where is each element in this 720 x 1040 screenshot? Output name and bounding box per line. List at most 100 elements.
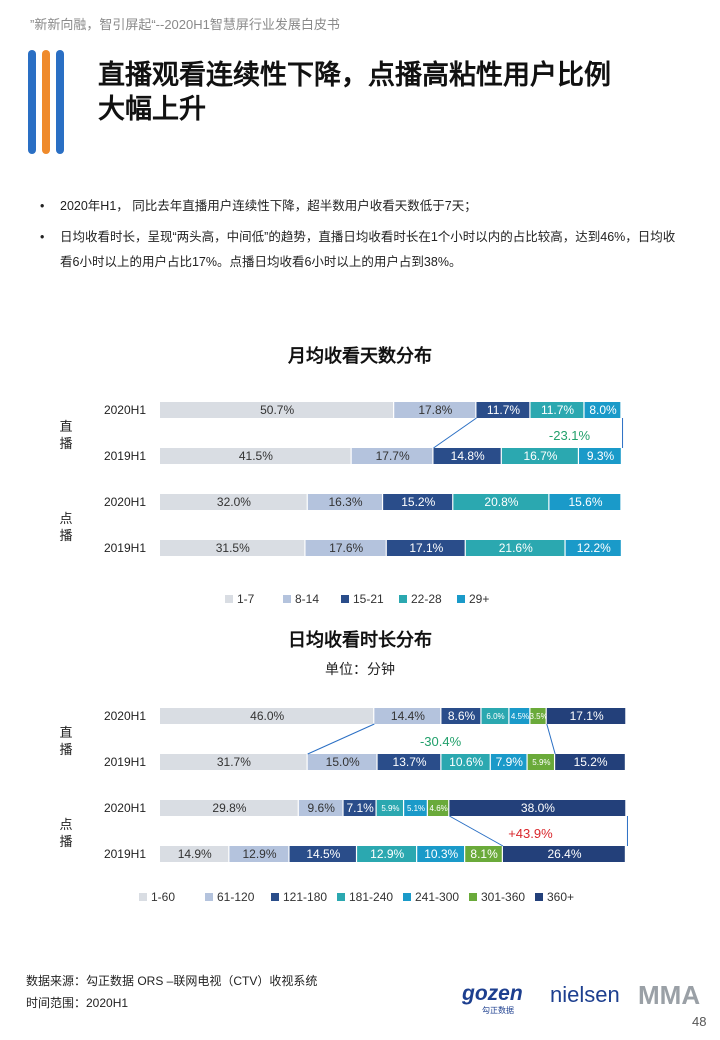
bar-segment xyxy=(160,846,229,862)
bar-segment xyxy=(289,846,356,862)
connector-line xyxy=(449,815,504,847)
legend-label: 29+ xyxy=(469,592,489,606)
time-range-line: 时间范围：2020H1 xyxy=(26,996,129,1010)
bar-segment xyxy=(160,402,394,418)
bar-segment xyxy=(502,846,625,862)
data-label: 8.1% xyxy=(470,847,498,861)
group-label: 点 xyxy=(59,511,72,526)
legend-label: 1-60 xyxy=(151,890,175,904)
bar-segment xyxy=(160,448,351,464)
data-label: 17.1% xyxy=(409,541,443,555)
data-label: 6.0% xyxy=(486,712,504,721)
data-label: 31.5% xyxy=(216,541,250,555)
data-label: 38.0% xyxy=(521,801,555,815)
page-number: 48 xyxy=(692,1014,707,1029)
legend-label: 360+ xyxy=(547,890,574,904)
data-label: 3.5% xyxy=(530,712,548,721)
bullet-list: 2020年H1， 同比去年直播用户连续性下降，超半数用户收看天数低于7天； 日均… xyxy=(38,194,678,281)
legend-label: 301-360 xyxy=(481,890,525,904)
legend-label: 22-28 xyxy=(411,592,442,606)
bar-segment xyxy=(555,754,625,770)
data-label: 8.0% xyxy=(589,403,617,417)
partner-logos: gozen 勾正数据 nielsen MMA xyxy=(462,980,700,1015)
bar-segment xyxy=(490,754,527,770)
bar-segment xyxy=(530,402,584,418)
data-source-note: 数据来源：勾正数据 ORS –联网电视（CTV）收视系统 时间范围：2020H1 xyxy=(26,970,317,1014)
legend-swatch xyxy=(341,595,349,603)
data-label: 9.3% xyxy=(587,449,615,463)
legend-swatch xyxy=(337,893,345,901)
bar-segment xyxy=(298,800,343,816)
change-annotation: -30.4% xyxy=(420,734,462,749)
page-title-line: 直播观看连续性下降，点播高粘性用户比例 xyxy=(98,60,611,90)
data-label: 46.0% xyxy=(250,709,284,723)
data-label: 4.6% xyxy=(430,804,448,813)
bar-segment xyxy=(229,846,289,862)
legend-label: 121-180 xyxy=(283,890,327,904)
chart-subtitle: 单位：分钟 xyxy=(325,661,395,677)
bar-segment xyxy=(357,846,417,862)
data-label: 10.3% xyxy=(424,847,458,861)
bar-segment xyxy=(386,540,465,556)
bar-segment xyxy=(465,846,502,862)
data-label: 17.7% xyxy=(376,449,410,463)
group-label: 播 xyxy=(59,528,72,543)
data-label: 16.3% xyxy=(328,495,362,509)
bar-segment xyxy=(501,448,578,464)
data-label: 32.0% xyxy=(217,495,251,509)
bar-segment xyxy=(433,448,501,464)
bar-segment xyxy=(394,402,476,418)
data-label: 13.7% xyxy=(393,755,427,769)
category-label: 2020H1 xyxy=(104,801,146,815)
bar-segment xyxy=(376,800,403,816)
page-title: 直播观看连续性下降，点播高粘性用户比例 大幅上升 xyxy=(98,58,611,126)
group-label: 点 xyxy=(59,817,72,832)
data-label: 17.1% xyxy=(570,709,604,723)
legend-swatch xyxy=(225,595,233,603)
data-label: 7.9% xyxy=(496,755,524,769)
data-label: 29.8% xyxy=(212,801,246,815)
bar-segment xyxy=(453,494,549,510)
bar-segment xyxy=(160,800,298,816)
bar-segment xyxy=(509,708,530,724)
group-label: 播 xyxy=(59,436,72,451)
data-label: 14.9% xyxy=(178,847,212,861)
data-label: 15.6% xyxy=(568,495,602,509)
connector-line xyxy=(307,723,375,755)
data-label: 11.7% xyxy=(487,403,520,417)
legend-swatch xyxy=(139,893,147,901)
bullet-item: 日均收看时长，呈现“两头高，中间低”的趋势，直播日均收看时长在1个小时以内的占比… xyxy=(38,225,678,275)
bar-segment xyxy=(527,754,554,770)
bar-segment xyxy=(546,708,626,724)
gozen-logo-sub: 勾正数据 xyxy=(482,1005,514,1015)
data-label: 21.6% xyxy=(499,541,533,555)
data-label: 8.6% xyxy=(448,709,476,723)
data-label: 17.8% xyxy=(418,403,452,417)
category-label: 2019H1 xyxy=(104,541,146,555)
bar-segment xyxy=(160,708,374,724)
data-label: 12.2% xyxy=(577,541,611,555)
data-label: 15.2% xyxy=(574,755,608,769)
bar-segment xyxy=(160,540,305,556)
bar-segment xyxy=(377,754,441,770)
data-label: 17.6% xyxy=(329,541,363,555)
data-label: 16.7% xyxy=(523,449,557,463)
bar-segment xyxy=(449,800,626,816)
data-label: 14.5% xyxy=(306,847,340,861)
category-label: 2020H1 xyxy=(104,495,146,509)
data-label: 15.2% xyxy=(401,495,435,509)
source-line: 数据来源：勾正数据 ORS –联网电视（CTV）收视系统 xyxy=(26,974,318,988)
category-label: 2019H1 xyxy=(104,449,146,463)
bar-segment xyxy=(549,494,621,510)
bar-segment xyxy=(383,494,453,510)
legend-swatch xyxy=(283,595,291,603)
bar-segment xyxy=(427,800,449,816)
data-label: 5.9% xyxy=(532,758,550,767)
bullet-item: 2020年H1， 同比去年直播用户连续性下降，超半数用户收看天数低于7天； xyxy=(38,194,678,219)
group-label: 播 xyxy=(59,742,72,757)
mma-logo: MMA xyxy=(638,980,700,1010)
bar-segment xyxy=(441,754,490,770)
bar-segment xyxy=(530,708,546,724)
bar-segment xyxy=(476,402,530,418)
legend-swatch xyxy=(469,893,477,901)
